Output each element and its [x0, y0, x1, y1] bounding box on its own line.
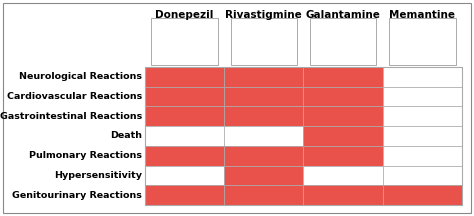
Text: Rivastigmine: Rivastigmine — [226, 10, 302, 20]
Bar — [310, 18, 376, 65]
Bar — [145, 166, 224, 185]
Bar — [230, 18, 297, 65]
Bar — [224, 166, 303, 185]
Bar — [224, 185, 303, 205]
Bar — [145, 146, 224, 166]
Text: Gastrointestinal Reactions: Gastrointestinal Reactions — [0, 112, 142, 121]
Bar — [303, 67, 383, 87]
Bar — [224, 67, 303, 87]
Bar — [145, 67, 462, 205]
Bar — [383, 146, 462, 166]
Bar — [303, 146, 383, 166]
Bar — [145, 87, 224, 106]
Text: Neurological Reactions: Neurological Reactions — [19, 72, 142, 81]
Bar — [145, 185, 224, 205]
Bar — [383, 106, 462, 126]
Bar — [303, 106, 383, 126]
Bar — [383, 67, 462, 87]
Text: Cardiovascular Reactions: Cardiovascular Reactions — [7, 92, 142, 101]
Text: Memantine: Memantine — [389, 10, 456, 20]
Bar — [389, 18, 456, 65]
Bar — [224, 126, 303, 146]
Bar — [224, 146, 303, 166]
Bar — [303, 166, 383, 185]
Bar — [151, 18, 218, 65]
Bar — [383, 87, 462, 106]
Text: Hypersensitivity: Hypersensitivity — [54, 171, 142, 180]
Text: Pulmonary Reactions: Pulmonary Reactions — [29, 151, 142, 160]
Bar — [303, 126, 383, 146]
Bar — [383, 166, 462, 185]
Text: Donepezil: Donepezil — [155, 10, 214, 20]
Bar — [303, 87, 383, 106]
Bar — [224, 87, 303, 106]
Bar — [145, 106, 224, 126]
Bar — [383, 185, 462, 205]
Bar — [145, 126, 224, 146]
Text: Death: Death — [110, 132, 142, 140]
Text: Genitourinary Reactions: Genitourinary Reactions — [12, 191, 142, 200]
Text: Galantamine: Galantamine — [306, 10, 381, 20]
Bar — [303, 185, 383, 205]
Bar — [383, 126, 462, 146]
Bar — [145, 67, 224, 87]
Bar — [224, 106, 303, 126]
